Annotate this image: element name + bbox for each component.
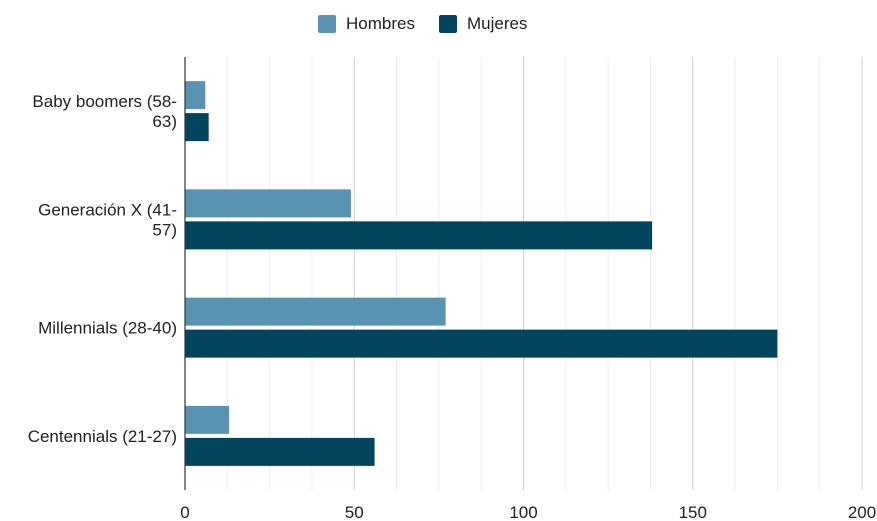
legend-item-mujeres[interactable]: Mujeres — [438, 14, 528, 34]
category-label: 57) — [152, 220, 177, 239]
bar-hombres — [185, 189, 351, 218]
legend-item-hombres[interactable]: Hombres — [318, 14, 415, 34]
bar-mujeres — [185, 221, 653, 250]
category-label: 63) — [152, 112, 177, 131]
x-tick-label: 150 — [679, 503, 707, 521]
x-tick-label: 200 — [848, 503, 876, 521]
category-label: Generación X (41- — [38, 200, 177, 219]
x-tick-label: 100 — [509, 503, 537, 521]
bar-mujeres — [185, 329, 778, 358]
category-label: Baby boomers (58- — [32, 92, 177, 111]
chart-legend: Hombres Mujeres — [318, 14, 551, 34]
bar-hombres — [185, 405, 230, 434]
category-label: Centennials (21-27) — [28, 427, 177, 446]
bar-mujeres — [185, 437, 375, 466]
bar-hombres — [185, 81, 206, 110]
category-label: Millennials (28-40) — [38, 319, 177, 338]
x-tick-label: 0 — [180, 503, 189, 521]
bar-mujeres — [185, 113, 209, 142]
x-tick-label: 50 — [345, 503, 364, 521]
legend-label-hombres: Hombres — [346, 14, 415, 33]
legend-swatch-hombres — [318, 15, 336, 33]
bar-hombres — [185, 297, 446, 326]
legend-swatch-mujeres — [438, 15, 457, 33]
legend-label-mujeres: Mujeres — [466, 14, 528, 33]
